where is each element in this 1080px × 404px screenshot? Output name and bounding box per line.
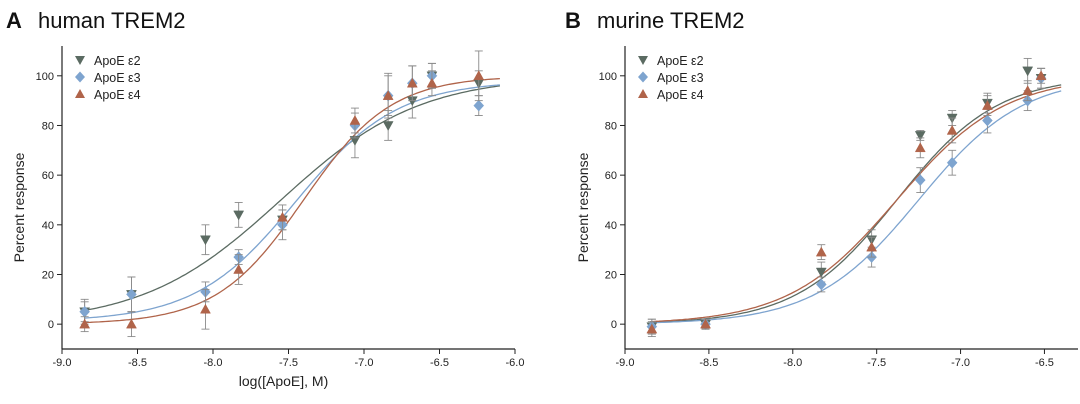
fit-curve	[84, 85, 500, 312]
panel-letter: B	[565, 8, 581, 33]
y-tick-label: 80	[42, 120, 54, 132]
x-tick-label: -8.5	[699, 357, 718, 369]
data-point	[233, 210, 245, 221]
fit-curve	[650, 84, 1062, 323]
data-point	[473, 99, 485, 112]
x-tick-label: -9.0	[53, 357, 72, 369]
y-axis-label: Percent response	[575, 152, 591, 262]
fit-curve	[650, 90, 1062, 324]
legend-label: ApoE ε4	[657, 88, 704, 102]
data-point	[233, 264, 245, 274]
legend-marker	[638, 56, 648, 65]
data-point	[914, 174, 926, 186]
x-tick-label: -8.0	[783, 357, 802, 369]
data-point	[914, 142, 926, 153]
data-point	[79, 318, 91, 329]
data-point	[815, 267, 827, 278]
data-point	[473, 70, 485, 81]
data-point	[981, 100, 993, 110]
legend-label: ApoE ε3	[94, 71, 141, 85]
data-point	[866, 241, 878, 252]
legend-marker	[638, 71, 648, 83]
y-tick-label: 40	[605, 220, 617, 232]
data-point	[200, 235, 211, 246]
legend-marker	[75, 56, 85, 65]
data-point	[1022, 66, 1034, 77]
data-point	[426, 77, 438, 88]
fit-curve	[650, 86, 1062, 323]
y-axis-label: Percent response	[11, 152, 27, 262]
data-point	[126, 288, 137, 301]
data-point	[946, 124, 958, 135]
data-point	[1035, 70, 1047, 81]
x-tick-label: -8.5	[128, 357, 147, 369]
legend-label: ApoE ε4	[94, 88, 141, 102]
y-tick-label: 0	[48, 319, 54, 331]
x-tick-label: -7.5	[867, 357, 886, 369]
data-point	[700, 318, 711, 329]
y-tick-label: 60	[605, 170, 617, 182]
data-point	[126, 318, 137, 329]
y-tick-label: 20	[42, 269, 54, 281]
data-point	[382, 90, 394, 100]
data-point	[946, 156, 958, 169]
y-tick-label: 20	[605, 269, 617, 281]
legend-marker	[75, 89, 85, 98]
fit-curve	[84, 84, 500, 319]
x-tick-label: -9.0	[616, 357, 635, 369]
y-tick-label: 80	[605, 120, 617, 132]
x-tick-label: -8.0	[204, 357, 223, 369]
x-tick-label: -6.5	[1035, 357, 1054, 369]
data-point	[1022, 85, 1034, 95]
legend-label: ApoE ε2	[657, 54, 704, 68]
y-tick-label: 40	[42, 220, 54, 232]
legend-marker	[638, 89, 648, 98]
data-point	[277, 211, 288, 222]
panel-title: human TREM2	[38, 8, 186, 33]
panel-human-trem2: A human TREM2 0 20 40 60 80 100 -9.0 -8.5 -8.0 -7…	[6, 8, 524, 389]
legend-marker	[75, 71, 85, 83]
data-point	[815, 246, 827, 257]
x-tick-label: -6.0	[506, 357, 525, 369]
y-tick-label: 60	[42, 170, 54, 182]
legend-label: ApoE ε3	[657, 71, 704, 85]
legend-label: ApoE ε2	[94, 54, 141, 68]
data-point	[382, 121, 394, 131]
data-point	[349, 114, 361, 125]
data-point	[406, 77, 418, 88]
x-tick-label: -6.5	[430, 357, 449, 369]
x-tick-label: -7.5	[279, 357, 298, 369]
y-tick-label: 0	[611, 319, 617, 331]
data-point	[914, 131, 926, 141]
panel-murine-trem2: B murine TREM2 0 20 40 60 80 100 -9.0 -8.5 -8.0 -…	[565, 8, 1078, 369]
fit-curve	[84, 77, 500, 324]
x-tick-label: -7.0	[355, 357, 374, 369]
x-tick-label: -7.0	[951, 357, 970, 369]
data-point	[815, 278, 827, 291]
x-axis-label: log([ApoE], M)	[239, 373, 328, 389]
panel-letter: A	[6, 8, 22, 33]
y-tick-label: 100	[599, 71, 617, 83]
data-point	[982, 114, 993, 127]
data-point	[200, 303, 211, 314]
panel-title: murine TREM2	[597, 8, 745, 33]
y-tick-label: 100	[36, 71, 54, 83]
data-point	[646, 323, 658, 334]
